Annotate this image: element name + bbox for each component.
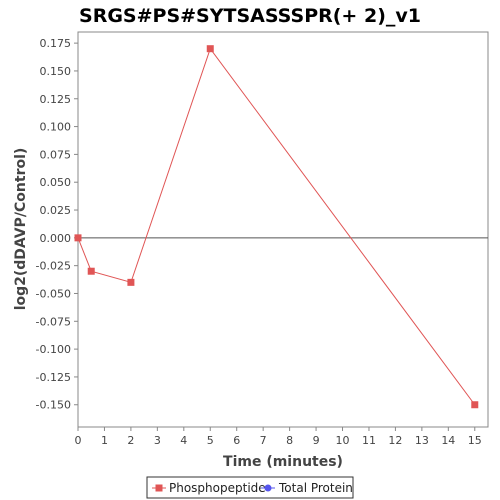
y-tick-label: 0.150 — [40, 65, 72, 78]
y-tick-label: 0.125 — [40, 93, 72, 106]
x-tick-label: 7 — [260, 434, 267, 447]
x-axis-label: Time (minutes) — [223, 454, 343, 470]
series-layer — [74, 45, 479, 409]
legend-label-phosphopeptide: Phosphopeptide — [169, 481, 266, 495]
legend-label-total-protein: Total Protein — [278, 481, 353, 495]
x-tick-label: 11 — [362, 434, 376, 447]
y-tick-label: -0.100 — [36, 343, 71, 356]
data-point — [471, 401, 479, 409]
y-tick-label: 0.175 — [40, 37, 72, 50]
x-tick-label: 4 — [180, 434, 187, 447]
y-tick-label: -0.150 — [36, 399, 71, 412]
y-tick-label: -0.050 — [36, 287, 71, 300]
x-tick-label: 3 — [154, 434, 161, 447]
data-point — [127, 278, 135, 286]
legend-marker-phosphopeptide — [155, 484, 163, 492]
x-tick-label: 5 — [207, 434, 214, 447]
x-tick-label: 1 — [101, 434, 108, 447]
y-tick-label: 0.075 — [40, 148, 72, 161]
x-tick-label: 8 — [286, 434, 293, 447]
y-axis-label: log2(dDAVP/Control) — [13, 148, 29, 311]
y-tick-label: -0.025 — [36, 260, 71, 273]
x-tick-label: 10 — [336, 434, 350, 447]
x-axis: 0 1 2 3 4 5 6 7 8 9 10 11 12 13 14 15 — [75, 427, 482, 447]
data-point — [87, 267, 95, 275]
x-tick-label: 9 — [313, 434, 320, 447]
legend-box — [146, 476, 354, 499]
data-point — [74, 234, 82, 242]
x-tick-label: 12 — [388, 434, 402, 447]
y-tick-label: -0.075 — [36, 315, 71, 328]
x-tick-label: 13 — [415, 434, 429, 447]
x-tick-label: 2 — [127, 434, 134, 447]
y-tick-label: 0.000 — [40, 232, 72, 245]
x-tick-label: 6 — [233, 434, 240, 447]
plot-area — [77, 31, 489, 428]
y-tick-label: 0.050 — [40, 176, 72, 189]
legend: Phosphopeptide Total Protein — [146, 476, 354, 499]
x-tick-label: 14 — [441, 434, 455, 447]
data-point — [206, 45, 214, 53]
y-tick-label: 0.025 — [40, 204, 72, 217]
y-tick-label: 0.100 — [40, 121, 72, 134]
y-axis: -0.150 -0.125 -0.100 -0.075 -0.050 -0.025 0.00… — [36, 37, 78, 412]
y-tick-label: -0.125 — [36, 371, 71, 384]
x-tick-label: 15 — [468, 434, 482, 447]
legend-marker-total-protein — [264, 484, 272, 492]
x-tick-label: 0 — [75, 434, 82, 447]
chart-title: SRGS#PS#SYTSASSSPR(+ 2)_v1 — [79, 5, 421, 27]
